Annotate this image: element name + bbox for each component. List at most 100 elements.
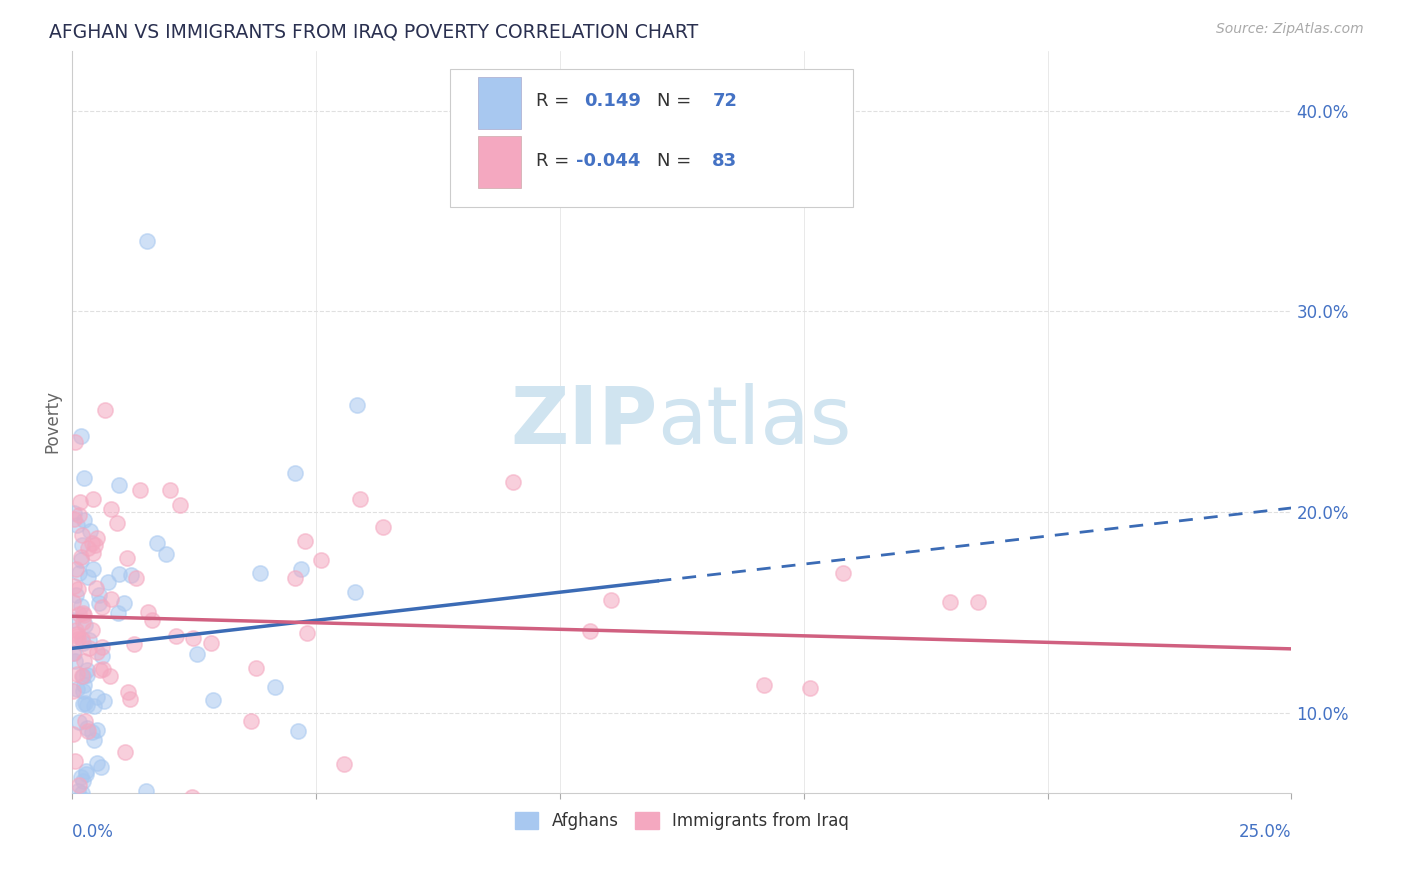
FancyBboxPatch shape	[450, 70, 852, 207]
Point	[90, 760, 112, 774]
Point	[136, 605, 159, 619]
Point	[311, 553, 333, 567]
Point	[107, 606, 129, 620]
Point	[77, 723, 100, 738]
Point	[155, 547, 177, 561]
Point	[83, 733, 105, 747]
Point	[66, 666, 89, 681]
Text: R =: R =	[536, 152, 569, 169]
Point	[76, 668, 98, 682]
Point	[180, 789, 202, 804]
Point	[72, 683, 94, 698]
Point	[72, 606, 94, 620]
Point	[65, 562, 87, 576]
Point	[165, 629, 187, 643]
Point	[90, 648, 112, 663]
Point	[65, 588, 87, 602]
Point	[73, 607, 96, 622]
Point	[72, 632, 94, 646]
Point	[91, 600, 114, 615]
Text: -0.044: -0.044	[576, 152, 640, 169]
Point	[73, 654, 96, 668]
Point	[82, 546, 104, 560]
Point	[82, 492, 104, 507]
Point	[832, 566, 855, 580]
Point	[600, 592, 623, 607]
Point	[79, 524, 101, 539]
Point	[66, 682, 89, 697]
Point	[72, 697, 94, 711]
Point	[332, 757, 354, 772]
Point	[100, 592, 122, 607]
Point	[62, 846, 84, 860]
Point	[84, 582, 107, 596]
Point	[93, 403, 115, 417]
Point	[75, 764, 97, 779]
Point	[75, 767, 97, 781]
Point	[67, 582, 90, 596]
Point	[70, 538, 93, 552]
Point	[108, 566, 131, 581]
Point	[72, 615, 94, 629]
Point	[73, 513, 96, 527]
Point	[647, 846, 669, 860]
Point	[73, 471, 96, 485]
Point	[107, 516, 129, 531]
Point	[89, 663, 111, 677]
Text: 83: 83	[713, 152, 738, 169]
Point	[939, 595, 962, 609]
Point	[62, 646, 84, 660]
Point	[67, 714, 90, 729]
Point	[86, 531, 108, 545]
Point	[287, 723, 309, 738]
Point	[75, 714, 97, 728]
Point	[77, 632, 100, 647]
Point	[200, 636, 222, 650]
Point	[63, 754, 86, 768]
Point	[284, 466, 307, 480]
Point	[76, 721, 98, 735]
Point	[72, 669, 94, 683]
Point	[290, 562, 312, 576]
Point	[62, 684, 84, 698]
Point	[62, 512, 84, 526]
Text: AFGHAN VS IMMIGRANTS FROM IRAQ POVERTY CORRELATION CHART: AFGHAN VS IMMIGRANTS FROM IRAQ POVERTY C…	[49, 22, 699, 41]
Point	[73, 793, 96, 807]
Point	[72, 774, 94, 789]
Point	[186, 647, 208, 661]
Point	[67, 566, 90, 580]
Point	[70, 528, 93, 542]
Text: N =: N =	[658, 152, 692, 169]
Point	[70, 429, 93, 443]
Point	[98, 669, 121, 683]
Point	[66, 518, 89, 533]
Point	[67, 783, 90, 797]
Point	[77, 641, 100, 656]
Point	[62, 727, 84, 741]
Point	[65, 626, 87, 640]
FancyBboxPatch shape	[478, 77, 520, 128]
Point	[90, 640, 112, 654]
Point	[579, 624, 602, 639]
FancyBboxPatch shape	[478, 136, 520, 188]
Point	[69, 494, 91, 508]
Point	[63, 579, 86, 593]
Point	[967, 595, 990, 609]
Text: 72: 72	[713, 92, 737, 110]
Point	[752, 678, 775, 692]
Point	[62, 646, 84, 660]
Point	[63, 434, 86, 449]
Point	[67, 778, 90, 792]
Point	[202, 693, 225, 707]
Point	[114, 746, 136, 760]
Point	[70, 770, 93, 784]
Point	[76, 663, 98, 677]
Point	[371, 519, 394, 533]
Point	[66, 831, 89, 846]
Point	[108, 477, 131, 491]
Point	[169, 498, 191, 512]
Point	[799, 681, 821, 695]
Point	[86, 756, 108, 770]
Point	[80, 725, 103, 739]
Point	[82, 623, 104, 637]
